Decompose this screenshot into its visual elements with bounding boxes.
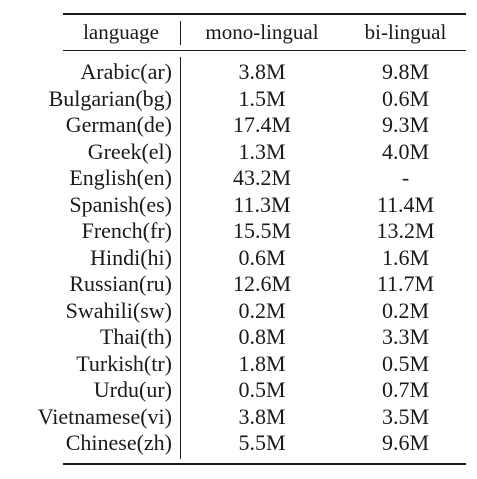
language-cell: Swahili(sw)	[65, 297, 172, 323]
mono-lingual-cell: 1.8M	[238, 350, 286, 376]
mono-lingual-cell: 17.4M	[232, 112, 292, 137]
language-cell: Russian(ru)	[69, 271, 172, 296]
table-row: English(en) 43.2M -	[0, 165, 477, 192]
mono-lingual-cell: 0.8M	[238, 324, 286, 349]
bi-lingual-cell: 9.8M	[381, 59, 430, 84]
mono-lingual-cell: 1.5M	[238, 85, 286, 111]
table-row: Vietnamese(vi) 3.8M 3.5M	[0, 404, 477, 431]
table-row: Hindi(hi) 0.6M 1.6M	[0, 245, 477, 272]
body-column-divider	[180, 57, 181, 459]
mono-lingual-cell: 43.2M	[232, 165, 292, 190]
bi-lingual-cell: 0.7M	[381, 377, 430, 402]
header-language: language	[83, 20, 159, 44]
bi-lingual-cell: 0.6M	[381, 85, 430, 111]
language-cell: Vietnamese(vi)	[37, 403, 172, 429]
bi-lingual-cell: 3.5M	[381, 403, 430, 429]
language-cell: Chinese(zh)	[65, 430, 172, 455]
language-cell: German(de)	[65, 112, 172, 137]
language-cell: Arabic(ar)	[80, 59, 172, 84]
bi-lingual-cell: 11.4M	[376, 191, 435, 217]
table-row: Spanish(es) 11.3M 11.4M	[0, 192, 477, 219]
mono-lingual-cell: 5.5M	[238, 430, 286, 455]
mono-lingual-cell: 0.2M	[238, 297, 286, 323]
mono-lingual-cell: 3.8M	[238, 59, 286, 84]
mono-lingual-cell: 11.3M	[233, 191, 291, 217]
mono-lingual-cell: 15.5M	[232, 218, 292, 243]
header-mono-lingual: mono-lingual	[205, 20, 319, 44]
table-row: Thai(th) 0.8M 3.3M	[0, 324, 477, 351]
table-row: Turkish(tr) 1.8M 0.5M	[0, 351, 477, 378]
mono-lingual-cell: 1.3M	[238, 138, 286, 164]
header-bi-lingual: bi-lingual	[364, 20, 447, 44]
table-row: Swahili(sw) 0.2M 0.2M	[0, 298, 477, 325]
top-rule	[63, 13, 466, 15]
language-cell: Thai(th)	[99, 324, 172, 349]
mono-lingual-cell: 12.6M	[232, 271, 292, 296]
table-row: Russian(ru) 12.6M 11.7M	[0, 271, 477, 298]
table-row: Chinese(zh) 5.5M 9.6M	[0, 430, 477, 457]
bi-lingual-cell: 9.3M	[381, 112, 430, 137]
language-cell: Bulgarian(bg)	[48, 85, 172, 111]
header-column-divider	[180, 21, 181, 45]
mono-lingual-cell: 3.8M	[238, 403, 286, 429]
bi-lingual-cell: 11.7M	[376, 271, 435, 296]
language-cell: Hindi(hi)	[90, 244, 172, 270]
bi-lingual-cell: 13.2M	[376, 218, 435, 243]
language-cell: Spanish(es)	[69, 191, 172, 217]
language-cell: Greek(el)	[87, 138, 172, 164]
bottom-rule	[63, 463, 466, 465]
header-rule	[63, 50, 466, 51]
mono-lingual-cell: 0.6M	[238, 244, 286, 270]
language-cell: English(en)	[69, 165, 172, 190]
language-cell: French(fr)	[81, 218, 172, 243]
table-row: Bulgarian(bg) 1.5M 0.6M	[0, 86, 477, 113]
bi-lingual-cell: 0.5M	[381, 350, 430, 376]
bi-lingual-cell: 4.0M	[381, 138, 430, 164]
table-row: German(de) 17.4M 9.3M	[0, 112, 477, 139]
bi-lingual-cell: 9.6M	[381, 430, 430, 455]
bi-lingual-cell: 3.3M	[381, 324, 430, 349]
bi-lingual-cell: 1.6M	[381, 244, 430, 270]
mono-lingual-cell: 0.5M	[238, 377, 286, 402]
table-row: French(fr) 15.5M 13.2M	[0, 218, 477, 245]
bi-lingual-cell: -	[401, 165, 410, 190]
language-cell: Turkish(tr)	[76, 350, 172, 376]
table-row: Greek(el) 1.3M 4.0M	[0, 139, 477, 166]
table-row: Arabic(ar) 3.8M 9.8M	[0, 59, 477, 86]
language-cell: Urdu(ur)	[93, 377, 172, 402]
table-row: Urdu(ur) 0.5M 0.7M	[0, 377, 477, 404]
bi-lingual-cell: 0.2M	[381, 297, 430, 323]
